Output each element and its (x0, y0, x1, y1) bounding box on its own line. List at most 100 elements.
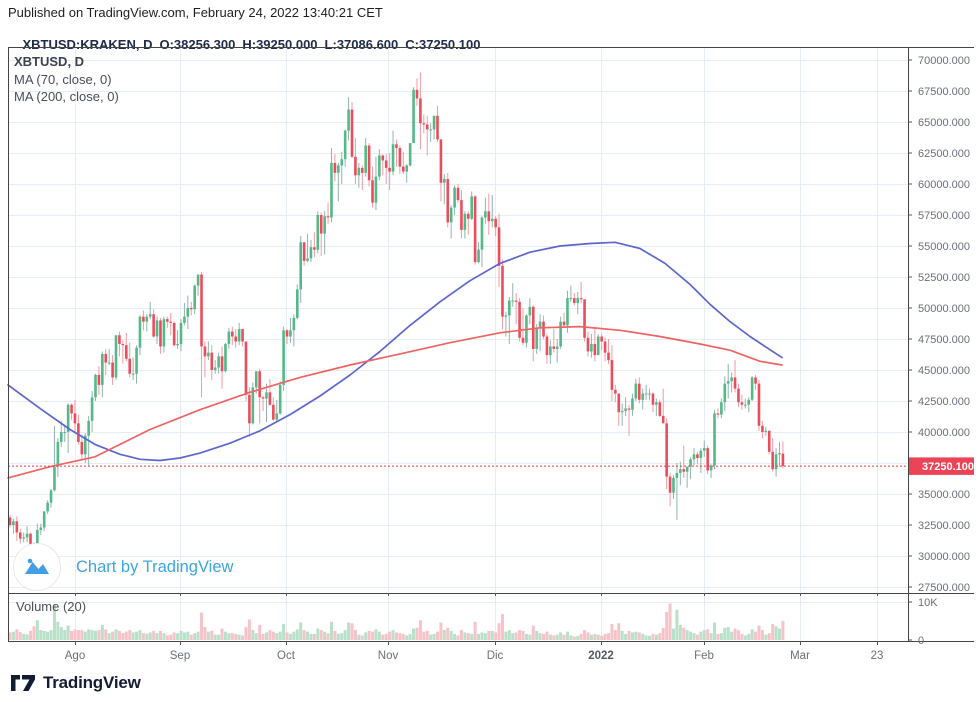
volume-indicator-label[interactable]: Volume (20) (16, 599, 87, 614)
candle-body (494, 218, 497, 228)
candle-body (620, 410, 624, 413)
time-axis-label: Nov (378, 650, 399, 662)
volume-bar (241, 635, 245, 640)
watermark-link-text[interactable]: Chart by TradingView (76, 557, 234, 576)
volume-bar (100, 624, 104, 640)
candle-body (210, 352, 214, 370)
tradingview-watermark[interactable]: Chart by TradingView (13, 543, 233, 591)
candle-body (480, 217, 484, 250)
legend-symbol[interactable]: XBTUSD, D (14, 54, 85, 69)
volume-bar (487, 630, 491, 640)
candle-body (764, 430, 768, 432)
candle-body (497, 227, 501, 266)
candle-body (668, 476, 672, 493)
volume-bar (152, 630, 156, 640)
volume-bar (760, 630, 764, 640)
ma70-line (7, 241, 783, 462)
candle-body (771, 451, 774, 470)
candle-body (234, 336, 238, 342)
volume-bar (343, 630, 347, 640)
candle-body (730, 377, 733, 382)
price-axis-label: 40000.000 (918, 427, 970, 439)
volume-bar (63, 630, 67, 640)
volume-bar (552, 635, 556, 640)
last-price-tag-box (909, 457, 974, 475)
candle-body (148, 314, 152, 317)
volume-bar (685, 630, 689, 640)
volume-bar (189, 634, 193, 640)
volume-bar (490, 630, 494, 640)
volume-bar (473, 621, 477, 640)
price-pane[interactable] (8, 47, 908, 593)
volume-bar (258, 624, 262, 640)
time-axis-label: Dic (487, 650, 504, 662)
volume-bar (32, 626, 36, 640)
volume-bar (603, 633, 607, 640)
volume-pane[interactable] (8, 593, 908, 641)
volume-bar (446, 627, 450, 640)
candle-body (713, 413, 716, 466)
volume-bar (111, 631, 115, 640)
volume-bar (661, 627, 665, 640)
time-scale-axis[interactable] (8, 641, 908, 668)
candle-body (590, 343, 593, 352)
symbol-title: XBTUSD:KRAKEN, D (22, 37, 153, 52)
candle-body (176, 343, 179, 346)
candle-body (774, 454, 778, 470)
candle-body (316, 215, 320, 250)
volume-bar (565, 631, 569, 640)
candle-body (220, 356, 224, 372)
candle-body (651, 393, 655, 405)
candle-body (15, 521, 19, 533)
candle-body (583, 299, 586, 338)
volume-bar (182, 632, 186, 640)
last-price-tag: 37250.100 (909, 457, 974, 475)
price-axis-label: 70000.000 (918, 55, 970, 67)
legend-ma200[interactable]: MA (200, close, 0) (14, 89, 119, 104)
footer-brand-text[interactable]: TradingView (43, 673, 141, 692)
volume-bar (158, 630, 162, 640)
price-scale-axis[interactable] (908, 47, 978, 641)
volume-bar (18, 632, 22, 640)
candle-body (272, 404, 275, 420)
candle-body (405, 165, 409, 172)
volume-bar (193, 633, 197, 640)
volume-bar (781, 621, 785, 640)
candle-body (566, 298, 569, 326)
price-axis-label: 32500.000 (918, 520, 970, 532)
volume-bar (733, 628, 737, 640)
volume-bar (613, 630, 617, 640)
moving-averages (7, 241, 783, 479)
candle-body (213, 367, 217, 370)
candle-body (716, 413, 720, 415)
volume-bar (514, 632, 518, 640)
volume-bar (169, 634, 173, 640)
volume-bar (309, 633, 313, 640)
candle-body (778, 453, 781, 455)
candle-body (347, 109, 350, 131)
candle-body (227, 331, 231, 344)
candle-body (8, 517, 12, 525)
volume-bar (121, 633, 125, 640)
legend-ma70[interactable]: MA (70, close, 0) (14, 71, 112, 87)
candle-body (675, 472, 679, 478)
footer-brand[interactable]: TradingView (10, 673, 141, 693)
volume-bar (22, 633, 26, 640)
volume-bar (42, 630, 46, 640)
volume-bar (46, 631, 50, 640)
candle-body (189, 308, 193, 310)
volume-bar (29, 630, 33, 640)
volume-bar (730, 631, 734, 640)
candle-body (224, 343, 227, 372)
volume-bar (25, 634, 29, 640)
volume-bar (128, 630, 132, 640)
time-axis: Ago Sep Oct Nov Dic 2022 Feb Mar 23 (65, 593, 883, 662)
candle-body (528, 306, 532, 316)
candle-body (661, 415, 665, 424)
volume-bar (699, 631, 703, 640)
volume-bar (511, 633, 515, 640)
candle-body (237, 329, 241, 342)
candle-body (193, 285, 196, 310)
time-axis-label: Sep (170, 650, 190, 662)
candle-body (337, 165, 340, 173)
